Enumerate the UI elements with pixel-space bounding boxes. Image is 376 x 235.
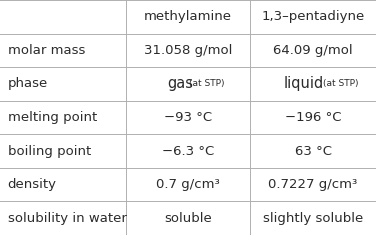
Text: 0.7 g/cm³: 0.7 g/cm³ bbox=[156, 178, 220, 191]
Text: 63 °C: 63 °C bbox=[294, 145, 332, 158]
Text: −93 °C: −93 °C bbox=[164, 111, 212, 124]
Text: 1,3–pentadiyne: 1,3–pentadiyne bbox=[261, 10, 365, 23]
Text: (at STP): (at STP) bbox=[189, 79, 224, 88]
Text: slightly soluble: slightly soluble bbox=[263, 212, 363, 225]
Text: melting point: melting point bbox=[8, 111, 97, 124]
Text: liquid: liquid bbox=[284, 76, 324, 91]
Text: solubility in water: solubility in water bbox=[8, 212, 126, 225]
Text: molar mass: molar mass bbox=[8, 44, 85, 57]
Text: −6.3 °C: −6.3 °C bbox=[162, 145, 214, 158]
Text: density: density bbox=[8, 178, 56, 191]
Text: gas: gas bbox=[167, 76, 194, 91]
Text: (at STP): (at STP) bbox=[323, 79, 359, 88]
Text: phase: phase bbox=[8, 77, 48, 90]
Text: 0.7227 g/cm³: 0.7227 g/cm³ bbox=[268, 178, 358, 191]
Text: soluble: soluble bbox=[164, 212, 212, 225]
Text: methylamine: methylamine bbox=[144, 10, 232, 23]
Text: boiling point: boiling point bbox=[8, 145, 91, 158]
Text: 64.09 g/mol: 64.09 g/mol bbox=[273, 44, 353, 57]
Text: −196 °C: −196 °C bbox=[285, 111, 341, 124]
Text: 31.058 g/mol: 31.058 g/mol bbox=[144, 44, 232, 57]
